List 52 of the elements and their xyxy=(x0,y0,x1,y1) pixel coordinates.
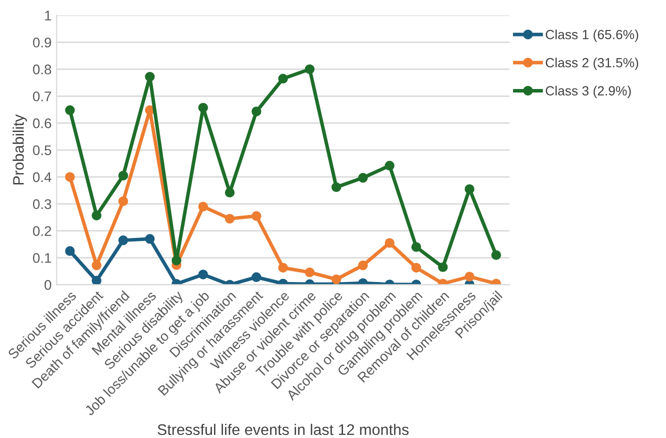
point xyxy=(252,106,262,116)
point xyxy=(92,276,102,285)
point xyxy=(92,260,102,270)
point xyxy=(384,160,394,170)
point xyxy=(491,250,502,260)
point xyxy=(65,172,75,182)
y-tick-label: 0.2 xyxy=(32,226,52,236)
point xyxy=(358,172,368,183)
point xyxy=(198,102,208,113)
y-tick-label: 1 xyxy=(45,10,52,20)
point xyxy=(118,235,128,246)
y-axis-title: Probability xyxy=(12,114,27,184)
point xyxy=(65,246,75,256)
y-tick-label: 0.5 xyxy=(32,145,52,156)
point xyxy=(198,270,208,280)
legend-label: Class 1 (65.6%) xyxy=(546,30,638,42)
x-axis-title: Stressful life events in last 12 months xyxy=(158,424,409,436)
point xyxy=(92,210,102,220)
y-tick-label: 0.3 xyxy=(32,199,52,210)
point xyxy=(358,260,368,270)
point xyxy=(384,238,394,248)
point xyxy=(118,170,128,180)
point xyxy=(252,272,262,282)
point xyxy=(331,182,342,192)
point xyxy=(144,72,155,82)
point xyxy=(224,188,235,198)
y-tick-label: 0.1 xyxy=(32,253,52,263)
point xyxy=(464,184,474,194)
point xyxy=(331,274,342,284)
point xyxy=(411,262,422,273)
y-tick-label: 0 xyxy=(44,280,52,290)
y-tick-label: 0.9 xyxy=(32,38,52,48)
point xyxy=(278,262,288,273)
point xyxy=(118,196,128,206)
y-tick-label: 0.7 xyxy=(32,91,52,102)
point xyxy=(304,64,315,74)
point xyxy=(411,242,422,252)
point xyxy=(65,105,75,116)
point xyxy=(252,211,262,221)
y-tick-label: 0.6 xyxy=(32,118,52,128)
point xyxy=(172,256,182,266)
point xyxy=(144,234,155,244)
legend-label: Class 3 (2.9%) xyxy=(546,86,631,98)
point xyxy=(224,214,235,224)
legend-label: Class 2 (31.5%) xyxy=(546,58,638,70)
point xyxy=(464,272,474,282)
y-tick-label: 0.4 xyxy=(32,172,52,182)
point xyxy=(438,262,448,272)
point xyxy=(304,267,315,278)
point xyxy=(278,74,288,84)
y-tick-label: 0.8 xyxy=(32,64,52,74)
point xyxy=(198,202,208,212)
